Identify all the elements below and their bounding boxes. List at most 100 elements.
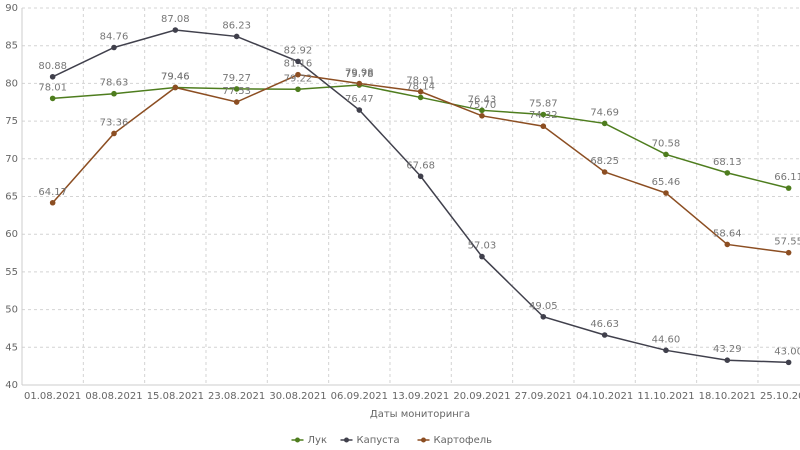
value-label: 78.91 [406,76,435,87]
value-label: 68.13 [713,157,742,168]
point [233,33,240,40]
value-label: 65.46 [652,177,681,188]
x-tick-label: 11.10.2021 [637,391,694,402]
y-tick-label: 85 [5,41,18,52]
legend-label: Лук [308,435,327,446]
point [540,111,547,118]
legend-item: Капуста [340,435,400,446]
point [233,99,240,105]
point [601,332,608,338]
point [785,359,792,366]
point [417,94,424,101]
value-label: 58.64 [713,228,742,239]
x-tick-label: 13.09.2021 [392,391,449,402]
legend-item: Картофель [417,435,493,446]
x-tick-label: 30.08.2021 [269,391,326,402]
point [601,120,608,127]
point [417,88,424,95]
point [601,169,608,175]
x-tick-label: 25.10.2021 [760,391,800,402]
legend-marker [344,437,349,443]
x-tick-label: 23.08.2021 [208,391,265,402]
value-label: 79.98 [345,68,374,79]
point [356,80,363,87]
point [111,44,117,51]
value-label: 77.53 [222,86,251,97]
value-label: 81.16 [284,59,313,70]
point [663,190,669,196]
value-label: 84.76 [100,32,129,43]
y-tick-label: 90 [5,3,18,14]
legend-label: Капуста [357,435,400,446]
point [49,73,56,80]
y-tick-label: 70 [5,154,18,165]
point [356,107,363,113]
value-label: 43.00 [774,346,800,357]
value-label: 44.60 [652,334,681,345]
value-label: 78.14 [406,81,435,92]
point [540,313,547,320]
point [295,71,301,78]
legend-item: Лук [291,435,327,446]
value-label: 87.08 [161,14,190,25]
value-label: 74.69 [590,107,619,118]
point [295,86,301,93]
point [724,357,731,363]
y-tick-label: 65 [5,192,18,203]
y-tick-label: 50 [5,305,18,316]
point [172,27,179,33]
point [479,113,485,119]
value-label: 67.68 [406,160,435,171]
x-tick-label: 27.09.2021 [515,391,572,402]
point [295,58,301,65]
point [724,241,731,248]
value-label: 79.22 [284,73,313,84]
value-label: 49.05 [529,301,558,312]
value-label: 78.63 [100,78,129,89]
value-label: 46.63 [590,319,619,330]
point [233,86,240,92]
point [479,107,485,114]
y-tick-label: 55 [5,267,18,278]
point [785,185,792,191]
value-label: 78.01 [38,82,67,93]
point [663,151,669,158]
point [724,170,731,176]
value-label: 79.46 [161,71,190,82]
legend-marker [295,437,300,443]
value-label: 64.17 [38,187,67,198]
x-tick-label: 20.09.2021 [453,391,510,402]
point [417,173,424,180]
value-label: 79.78 [345,69,374,80]
point [49,199,56,206]
series-line [52,84,789,189]
point [479,253,485,260]
value-label: 86.23 [222,20,251,31]
value-label: 74.32 [529,110,558,121]
x-tick-label: 18.10.2021 [699,391,756,402]
value-label: 76.47 [345,94,374,105]
value-label: 70.58 [652,138,681,149]
point [172,84,179,91]
value-label: 57.55 [774,237,800,248]
value-label: 75.70 [468,100,497,111]
value-label: 82.92 [284,45,313,56]
point [540,123,547,130]
value-label: 79.27 [222,73,251,84]
value-label: 79.46 [161,71,190,82]
point [49,95,56,102]
y-tick-label: 40 [5,380,18,391]
value-label: 73.36 [100,117,129,128]
point [111,130,117,137]
point [111,90,117,97]
point [663,347,669,354]
value-label: 57.03 [468,241,497,252]
value-label: 75.87 [529,99,558,110]
legend-label: Картофель [434,435,493,446]
value-label: 43.29 [713,344,742,355]
value-label: 80.88 [38,61,67,72]
x-axis-title: Даты мониторинга [370,409,470,420]
x-tick-label: 01.08.2021 [24,391,81,402]
x-tick-label: 06.09.2021 [331,391,388,402]
